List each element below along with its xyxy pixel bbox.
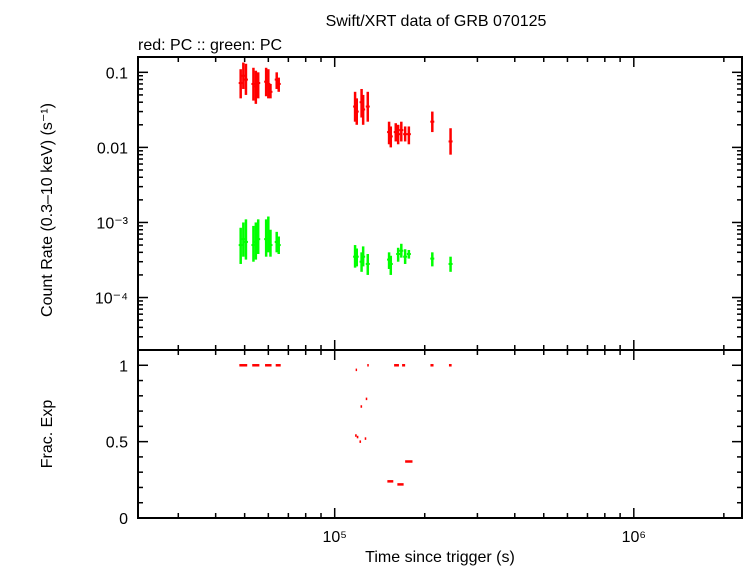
y-tick-label: 0.1 [106, 65, 128, 82]
y-tick-label: 0.01 [97, 140, 128, 157]
time-axis-label: Time since trigger (s) [365, 549, 515, 566]
count-rate-axis-label: Count Rate (0.3–10 keV) (s⁻¹) [39, 103, 56, 317]
y-tick-label: 10⁻⁴ [95, 291, 128, 308]
fractional-exposure-frame [137, 349, 743, 519]
y-tick-label: 1 [119, 358, 128, 375]
y-tick-label: 0 [119, 511, 128, 528]
chart-title: Swift/XRT data of GRB 070125 [326, 13, 547, 30]
y-tick-label: 0.5 [106, 435, 128, 452]
frac-exp-axis-label: Frac. Exp [39, 400, 56, 469]
count-rate-panel: 0.1 0.01 10⁻³ 10⁻⁴ [95, 57, 742, 351]
y-tick-label: 10⁻³ [96, 215, 128, 232]
x-tick-label: 10⁶ [622, 529, 646, 546]
chart-subtitle: red: PC :: green: PC [138, 37, 282, 54]
fractional-exposure-panel: 0 0.5 1 10⁵ 10⁶ [106, 350, 742, 546]
x-tick-label: 10⁵ [322, 529, 346, 546]
count-rate-frame [137, 56, 743, 351]
